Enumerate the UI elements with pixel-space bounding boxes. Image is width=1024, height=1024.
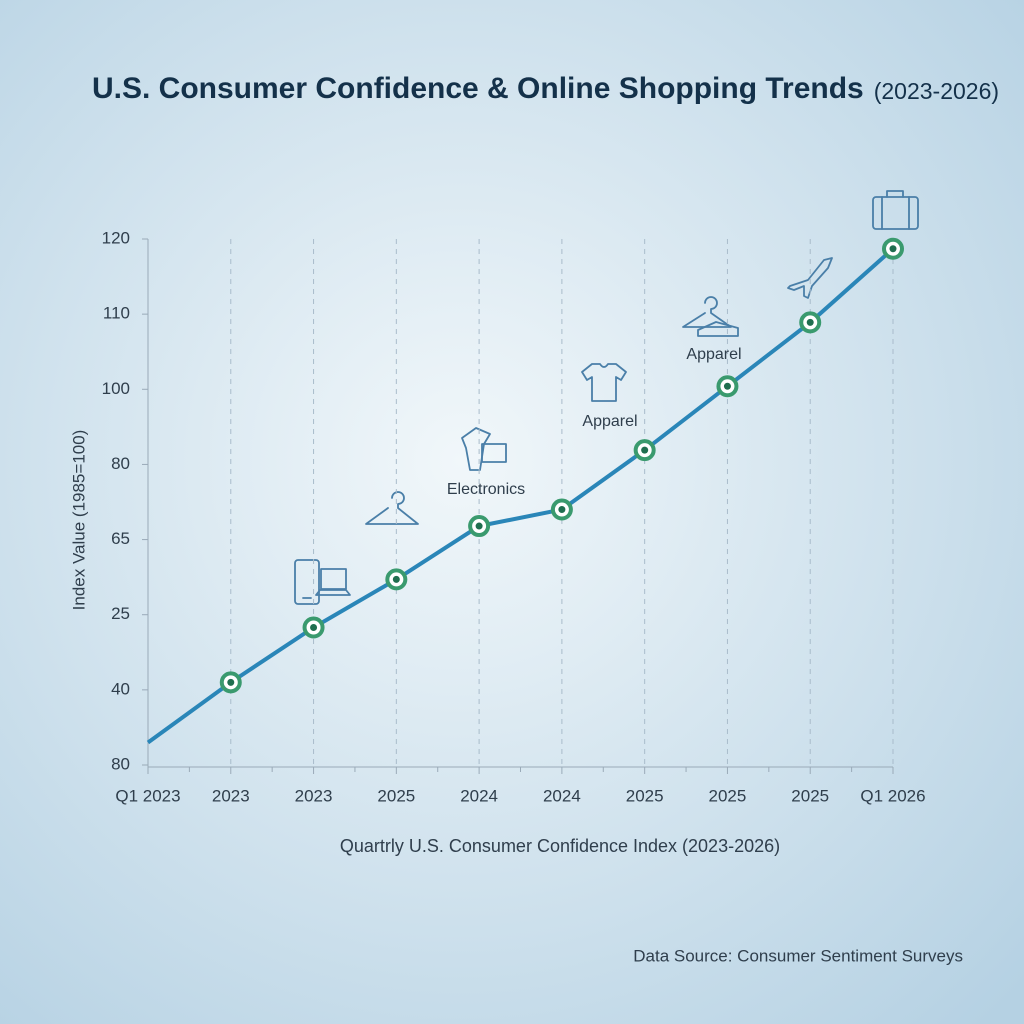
point-center — [558, 506, 566, 514]
y-tick-label: 110 — [103, 304, 130, 323]
y-tick-label: 80 — [111, 454, 130, 473]
chart-subtitle: (2023-2026) — [874, 78, 999, 104]
x-tick-label: 2025 — [626, 786, 664, 805]
y-tick-label: 100 — [102, 379, 130, 398]
point-center — [392, 575, 400, 583]
y-tick-label: 120 — [102, 228, 130, 247]
chart-title: U.S. Consumer Confidence & Online Shoppi… — [92, 72, 864, 105]
x-tick-label: 2024 — [543, 786, 581, 805]
x-tick-label: 2025 — [377, 786, 415, 805]
y-tick-label: 25 — [111, 604, 130, 623]
y-axis-label: Index Value (1985=100) — [69, 430, 88, 611]
annotation: Electronics — [447, 481, 525, 498]
icons — [294, 190, 919, 605]
x-tick-label: Q1 2023 — [115, 786, 180, 805]
point-center — [889, 245, 897, 253]
point-center — [475, 522, 483, 530]
x-tick-label: 2023 — [212, 786, 250, 805]
x-tick-label: 2024 — [460, 786, 498, 805]
source-note: Data Source: Consumer Sentiment Surveys — [633, 946, 963, 965]
point-center — [806, 318, 814, 326]
x-axis-label: Quartrly U.S. Consumer Confidence Index … — [340, 836, 780, 856]
x-tick-label: 2025 — [709, 786, 747, 805]
line — [146, 247, 895, 745]
x-tick-label: 2025 — [791, 786, 829, 805]
point-center — [641, 446, 649, 454]
x-tick-label: Q1 2026 — [860, 786, 925, 805]
point-center — [723, 382, 731, 390]
y-tick-label: 80 — [111, 754, 130, 773]
y-tick-label: 65 — [111, 529, 130, 548]
point-center — [227, 678, 235, 686]
point-center — [310, 623, 318, 631]
annotation: Apparel — [582, 413, 637, 430]
y-tick-label: 40 — [111, 679, 130, 698]
x-tick-label: 2023 — [295, 786, 333, 805]
annotation: Apparel — [686, 346, 741, 363]
